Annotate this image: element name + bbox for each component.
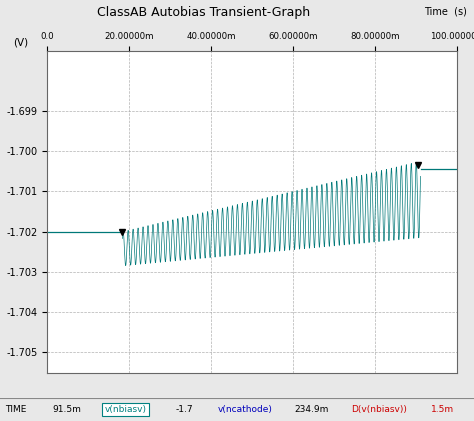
Text: 234.9m: 234.9m xyxy=(294,405,328,414)
Text: 1.5m: 1.5m xyxy=(431,405,455,414)
Text: ClassAB Autobias Transient-Graph: ClassAB Autobias Transient-Graph xyxy=(97,6,310,19)
Text: v(nbiasv): v(nbiasv) xyxy=(104,405,146,414)
Text: v(ncathode): v(ncathode) xyxy=(218,405,273,414)
Text: 91.5m: 91.5m xyxy=(52,405,81,414)
Y-axis label: (V): (V) xyxy=(13,37,28,47)
Text: TIME: TIME xyxy=(5,405,26,414)
Text: Time  (s): Time (s) xyxy=(424,6,467,16)
Text: -1.7: -1.7 xyxy=(175,405,193,414)
Text: D(v(nbiasv)): D(v(nbiasv)) xyxy=(351,405,407,414)
